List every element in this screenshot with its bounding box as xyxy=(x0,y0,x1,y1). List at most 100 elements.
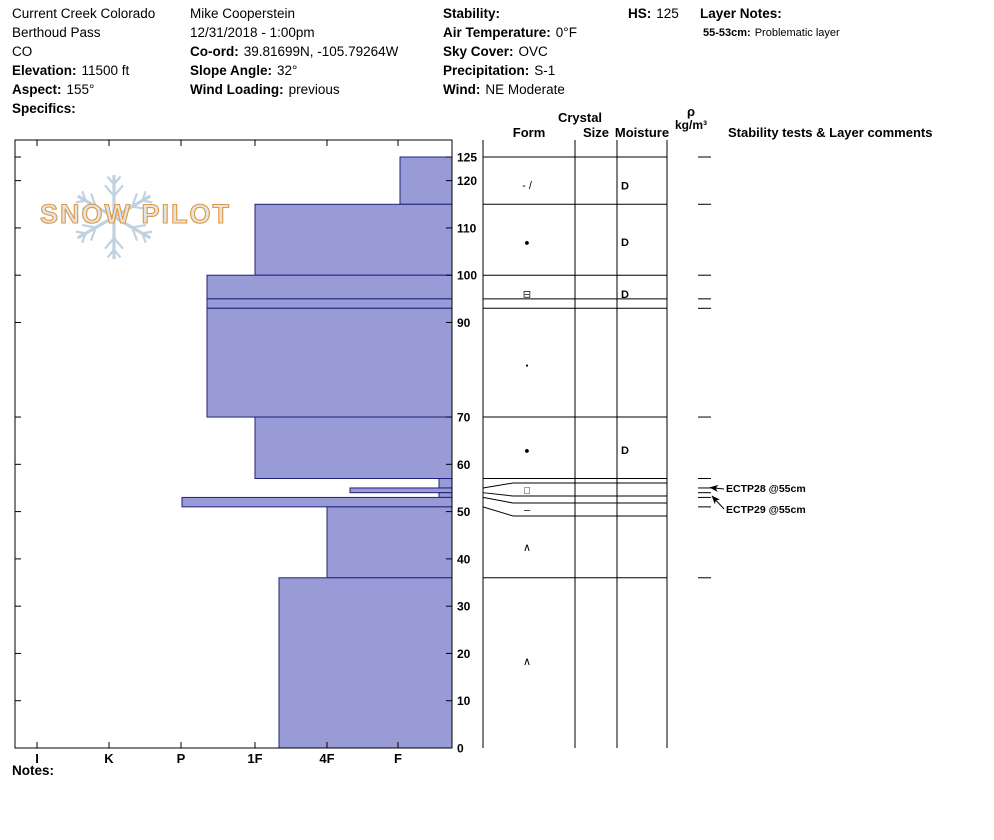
snowflake-icon xyxy=(113,184,124,197)
depth-axis-label: 50 xyxy=(457,505,471,519)
snowflake-icon xyxy=(81,190,87,201)
snowflake-icon xyxy=(106,249,115,259)
depth-axis-label: 40 xyxy=(457,552,471,566)
depth-axis-label: 70 xyxy=(457,411,471,425)
observation-datetime: 12/31/2018 - 1:00pm xyxy=(190,25,315,40)
snowflake-icon xyxy=(131,205,147,211)
snowflake-icon xyxy=(141,233,147,244)
depth-axis-label: 125 xyxy=(457,151,477,165)
crystal-form-symbol: - / xyxy=(522,180,533,192)
depth-axis-label: 60 xyxy=(457,458,471,472)
observer-column: Mike Cooperstein 12/31/2018 - 1:00pm Co-… xyxy=(190,4,398,99)
crystal-form-symbol: ⊟ xyxy=(523,290,531,301)
conditions-column: Stability: Air Temperature: 0°F Sky Cover… xyxy=(443,4,577,99)
wind-loading-field: Wind Loading: previous xyxy=(190,82,340,97)
moisture-value: D xyxy=(621,180,629,192)
elevation-field: Elevation: 11500 ft xyxy=(12,63,130,78)
specifics-field: Specifics: xyxy=(12,101,76,116)
snow-layer-bar xyxy=(254,416,453,480)
layer-boundary-line xyxy=(482,482,667,489)
hardness-axis-label: 4F xyxy=(319,751,334,766)
stability-test-label: ECTP28 @55cm xyxy=(726,483,806,495)
snowflake-icon xyxy=(113,215,152,240)
crystal-form-symbol: ∧ xyxy=(523,656,531,668)
snowflake-icon xyxy=(75,199,86,204)
depth-axis-label: 0 xyxy=(457,742,464,756)
snow-layer-bar xyxy=(399,156,453,205)
snowflake-icon xyxy=(104,237,115,250)
hardness-axis-label: F xyxy=(394,751,402,766)
layer-notes-title: Layer Notes: xyxy=(700,6,782,21)
snowflake-icon xyxy=(142,199,153,204)
snow-layer-bar xyxy=(326,506,453,579)
depth-axis-label: 30 xyxy=(457,600,471,614)
depth-axis-label: 110 xyxy=(457,221,477,235)
snowflake-icon xyxy=(141,190,147,201)
snow-layer-bar xyxy=(278,577,453,749)
crystal-column-header: Crystal xyxy=(557,110,603,125)
snowflake-icon xyxy=(131,227,138,242)
depth-axis-label: 10 xyxy=(457,694,471,708)
snow-layer-bar xyxy=(181,496,453,508)
moisture-value: D xyxy=(621,289,629,301)
layer-boundary-line xyxy=(482,492,667,497)
snowflake-icon xyxy=(113,237,124,250)
snowflake-icon xyxy=(75,230,86,235)
moisture-value: D xyxy=(621,445,629,457)
layer-notes-column: Layer Notes: 55-53cm: Problematic layer xyxy=(700,4,840,41)
snowflake-icon xyxy=(113,249,122,259)
snow-height-column: HS: 125 xyxy=(628,4,679,23)
snow-layer-bar xyxy=(349,487,453,494)
test-arrow xyxy=(709,484,725,492)
density-symbol-header: ρ xyxy=(686,104,696,119)
depth-axis-label: 90 xyxy=(457,316,471,330)
moisture-column-header: Moisture xyxy=(614,125,670,140)
crystal-form-symbol: ∧ xyxy=(523,542,531,554)
depth-axis-label: 120 xyxy=(457,174,477,188)
snow-layer-bar xyxy=(254,203,453,276)
hardness-axis-label: I xyxy=(35,751,39,766)
snow-layer-bar xyxy=(438,492,453,498)
stability-field: Stability: xyxy=(443,6,501,21)
pit-area: Berthoud Pass xyxy=(12,25,101,40)
snowflake-icon xyxy=(113,194,152,219)
density-units-header: kg/m³ xyxy=(674,118,707,132)
wind-field: Wind: NE Moderate xyxy=(443,82,565,97)
pit-location-column: Current Creek Colorado Berthoud Pass CO … xyxy=(12,4,155,118)
snowpilot-logo-text: SNOW PILOT xyxy=(39,198,231,229)
aspect-field: Aspect: 155° xyxy=(12,82,95,97)
snowflake-icon xyxy=(113,175,122,185)
notes-label: Notes: xyxy=(12,763,55,778)
snowflake-icon xyxy=(81,223,97,229)
layer-note: 55-53cm: Problematic layer xyxy=(703,27,840,39)
stability-test-label: ECTP29 @55cm xyxy=(726,504,806,516)
snow-layer-bar xyxy=(206,298,453,309)
crystal-form-symbol: ● xyxy=(524,237,529,247)
observer-name: Mike Cooperstein xyxy=(190,6,296,21)
pit-name: Current Creek Colorado xyxy=(12,6,156,21)
test-arrow xyxy=(711,495,725,510)
snowflake-icon xyxy=(90,227,97,242)
depth-axis-label: 20 xyxy=(457,647,471,661)
form-column-header: Form xyxy=(512,125,546,140)
moisture-value: D xyxy=(621,237,629,249)
pit-state: CO xyxy=(12,44,33,59)
depth-axis-label: 100 xyxy=(457,269,477,283)
hardness-axis-label: 1F xyxy=(247,751,262,766)
crystal-form-symbol: – xyxy=(524,505,531,517)
snowflake-icon xyxy=(104,184,115,197)
sky-cover-field: Sky Cover: OVC xyxy=(443,44,548,59)
crystal-form-symbol: ● xyxy=(524,445,529,455)
snowflake-icon xyxy=(106,175,115,185)
crystal-form-symbol: ● xyxy=(525,363,528,369)
snowflake-icon xyxy=(131,223,147,229)
hardness-axis-label: K xyxy=(104,751,114,766)
snowflake-icon xyxy=(131,192,138,207)
snowflake-icon xyxy=(81,233,87,244)
precipitation-field: Precipitation: S-1 xyxy=(443,63,556,78)
snow-layer-bar xyxy=(438,478,453,489)
snowflake-icon xyxy=(90,192,97,207)
snowflake-icon xyxy=(142,230,153,235)
snow-layer-bar xyxy=(206,307,453,418)
